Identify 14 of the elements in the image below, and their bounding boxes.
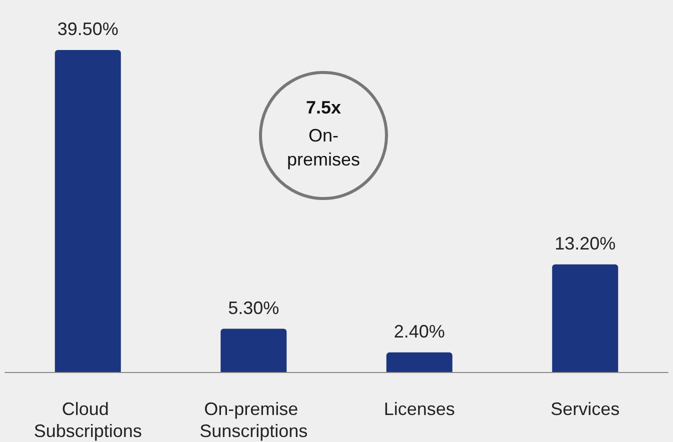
annotation: 7.5x <box>306 98 342 118</box>
data-label: 39.50% <box>57 19 118 39</box>
bar <box>552 264 618 372</box>
data-label: 2.40% <box>394 321 445 342</box>
annotation: On-premises <box>286 126 360 170</box>
x-tick-label: Services <box>550 399 620 419</box>
bar <box>54 50 121 372</box>
bar <box>386 352 452 372</box>
data-label: 5.30% <box>228 298 280 318</box>
bar <box>220 328 287 372</box>
x-tick-label: Cloud Subscriptions <box>34 399 142 441</box>
data-label: 13.20% <box>554 233 616 254</box>
x-tick-label: Licenses <box>384 399 455 419</box>
x-tick-label: On-premise Sunscriptions <box>200 399 308 441</box>
